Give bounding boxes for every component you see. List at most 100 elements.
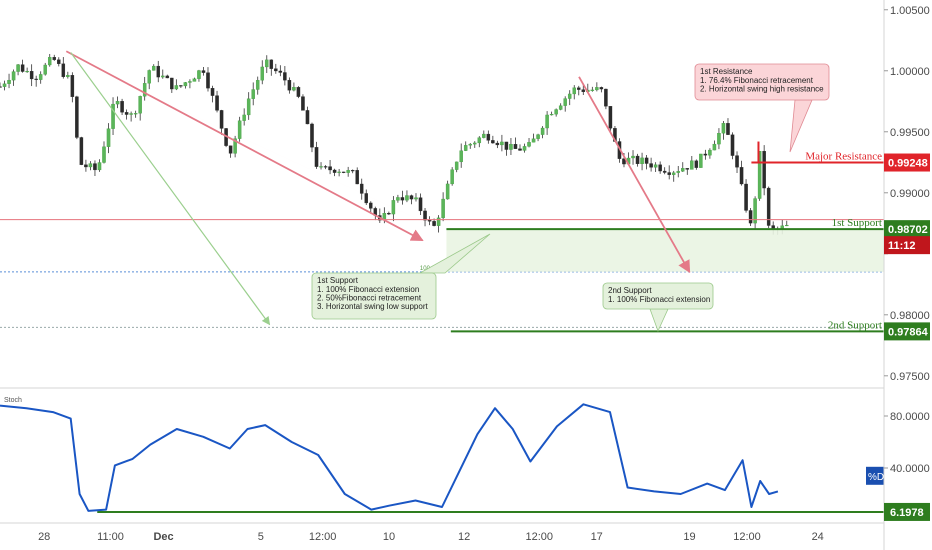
candle-body	[522, 146, 527, 151]
candle-body	[572, 87, 576, 95]
candle-body	[359, 183, 364, 194]
candle-body	[676, 171, 680, 173]
candle-body	[246, 98, 251, 116]
candle-body	[20, 64, 25, 72]
price-tick-label: 0.99000	[890, 188, 930, 200]
candle-body	[427, 220, 432, 222]
candle-body	[84, 164, 88, 168]
candle-body	[210, 88, 215, 96]
candle-body	[441, 198, 445, 219]
candle-body	[52, 57, 57, 60]
stoch-level-label: 6.1978	[890, 507, 924, 519]
candle-body	[201, 70, 206, 73]
candle-body	[409, 195, 414, 200]
candle-body	[25, 71, 29, 73]
annotation-line: 2. 50%Fibonacci retracement	[317, 294, 422, 303]
candle-body	[685, 168, 690, 170]
price-badge	[884, 220, 930, 239]
candle-body	[337, 171, 341, 173]
candle-body	[631, 155, 635, 159]
annotation-box	[311, 272, 437, 320]
candle-body	[97, 162, 102, 171]
candle-body	[174, 85, 179, 90]
candle-body	[463, 145, 468, 151]
candle-body	[549, 114, 554, 116]
candle-body	[581, 89, 586, 93]
stoch-tick-label: 40.0000	[890, 463, 930, 475]
annotation-title: 2nd Support	[608, 286, 652, 295]
candle-body	[296, 87, 301, 97]
candle-body	[473, 142, 477, 145]
candle-body	[29, 71, 34, 80]
candle-body	[93, 163, 97, 171]
candle-body	[527, 142, 531, 147]
candle-body	[703, 153, 708, 156]
candle-body	[66, 75, 70, 77]
time-tick-label: 12	[458, 531, 470, 543]
candle-body	[369, 202, 373, 209]
candle-body	[260, 66, 265, 81]
annotation-box	[602, 282, 714, 310]
stoch-plot[interactable]: Stoch %D	[0, 397, 884, 513]
hidden-guide	[57, 52, 438, 229]
candle-body	[595, 87, 599, 91]
candle-body	[477, 137, 482, 144]
candle-body	[608, 106, 613, 129]
candle-body	[454, 161, 459, 170]
candle-body	[34, 78, 38, 80]
candle-body	[265, 59, 269, 68]
candle-body	[699, 153, 703, 168]
candle-body	[396, 197, 400, 201]
candle-body	[106, 128, 111, 147]
candle-body	[38, 74, 43, 80]
candle-body	[694, 160, 699, 168]
candle-body	[445, 183, 450, 200]
candle-body	[269, 59, 274, 69]
time-tick-label: 12:00	[525, 531, 553, 543]
stoch-tick-label: 80.0000	[890, 411, 930, 423]
candle-body	[341, 171, 346, 173]
candle-body	[75, 96, 79, 138]
candle-body	[47, 57, 52, 66]
candle-body	[364, 193, 369, 204]
candle-body	[219, 110, 224, 129]
level-label: Major Resistance	[805, 151, 882, 163]
price-badge	[884, 322, 930, 341]
candle-body	[242, 114, 246, 121]
candle-body	[228, 145, 233, 154]
candle-body	[147, 70, 151, 84]
candle-body	[215, 95, 219, 111]
candle-body	[730, 134, 735, 156]
price-tick-label: 0.97500	[890, 371, 930, 383]
price-badge-label: 11:12	[888, 240, 916, 252]
candle-body	[102, 146, 106, 163]
support-zone	[446, 229, 884, 272]
time-tick-label: 12:00	[309, 531, 337, 543]
candle-body	[387, 213, 391, 215]
candle-body	[468, 143, 472, 146]
extension-arrow	[70, 52, 271, 326]
annotation-box	[694, 63, 830, 101]
candle-body	[61, 63, 66, 77]
candle-body	[16, 64, 20, 72]
candle-body	[79, 137, 84, 165]
candle-body	[531, 138, 536, 143]
candle-body	[739, 167, 744, 185]
candle-body	[170, 77, 174, 90]
candle-body	[599, 87, 604, 90]
candle-body	[554, 109, 558, 115]
candle-body	[681, 168, 685, 172]
candle-body	[11, 71, 16, 81]
candle-body	[450, 169, 454, 185]
candle-body	[133, 113, 138, 115]
stoch-series-badge	[866, 466, 884, 485]
candles	[0, 53, 789, 235]
time-tick-label: Dec	[153, 531, 173, 543]
candle-body	[310, 123, 314, 148]
candle-body	[785, 224, 789, 227]
candle-body	[658, 164, 662, 172]
candle-body	[188, 81, 192, 83]
